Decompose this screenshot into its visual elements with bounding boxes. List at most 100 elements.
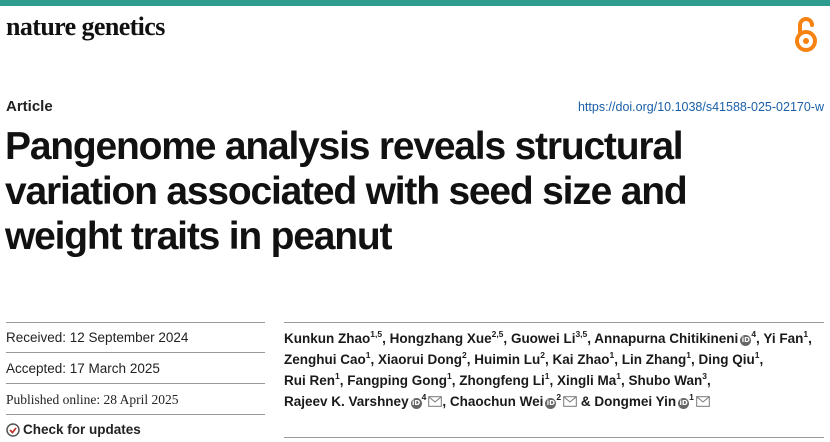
open-access-icon[interactable] [791, 15, 821, 53]
author-name[interactable]: Dongmei Yin iD1 [594, 392, 710, 409]
divider [6, 383, 265, 384]
author-name[interactable]: Zenghui Cao1 [284, 350, 371, 367]
author-name-text: Rajeev K. Varshney [284, 394, 409, 409]
author-name-text: Xiaorui Dong [378, 352, 462, 367]
author-name[interactable]: Ding Qiu1 [698, 350, 760, 367]
check-for-updates-button[interactable]: Check for updates [6, 422, 141, 437]
author-name-text: Huimin Lu [474, 352, 541, 367]
author-name-text: Xingli Ma [556, 373, 617, 388]
author-separator: , [544, 352, 553, 367]
author-separator: , [620, 373, 629, 388]
journal-name[interactable]: nature genetics [6, 12, 165, 41]
email-icon[interactable] [428, 396, 443, 407]
author-name[interactable]: Rajeev K. Varshney iD4 [284, 392, 443, 409]
orcid-icon[interactable]: iD [678, 398, 690, 409]
affiliation-superscript: 1,5 [370, 329, 383, 339]
author-name[interactable]: Annapurna Chitikineni iD4 [594, 329, 757, 346]
author-name[interactable]: Yi Fan1 [763, 329, 809, 346]
affiliation-superscript: 2,5 [491, 329, 504, 339]
title-line: weight traits in peanut [5, 215, 392, 258]
affiliation-superscript: 1 [609, 350, 615, 360]
author-name-text: Zhongfeng Li [459, 373, 545, 388]
author-name-text: Fangping Gong [347, 373, 447, 388]
affiliation-superscript: 1 [544, 371, 550, 381]
author-name[interactable]: Xiaorui Dong2 [378, 350, 467, 367]
author-name-text: Hongzhang Xue [389, 331, 492, 346]
author-separator: , [549, 373, 557, 388]
author-name[interactable]: Xingli Ma1 [556, 371, 621, 388]
author-separator: , [756, 331, 764, 346]
title-line: Pangenome analysis reveals structural [5, 125, 684, 168]
accepted-date: Accepted: 17 March 2025 [6, 361, 160, 376]
author-name-text: Guowei Li [510, 331, 576, 346]
author-name-text: Chaochun Wei [449, 394, 544, 409]
author-separator: , [339, 373, 348, 388]
author-separator: & [577, 394, 595, 409]
title-line: variation associated with seed size and [5, 170, 688, 213]
author-name-text: Shubo Wan [628, 373, 703, 388]
author-separator: , [466, 352, 475, 367]
author-name-text: Yi Fan [763, 331, 804, 346]
orcid-icon[interactable]: iD [410, 398, 422, 409]
affiliation-superscript: 3 [702, 371, 707, 381]
affiliation-superscript: 1 [686, 350, 691, 360]
affiliation-superscript: 3,5 [575, 329, 588, 339]
orcid-icon[interactable]: iD [740, 335, 752, 346]
affiliation-superscript: 2 [462, 350, 467, 360]
author-list: Kunkun Zhao1,5, Hongzhang Xue2,5, Guowei… [284, 328, 824, 412]
author-name[interactable]: Chaochun Wei iD2 [449, 392, 577, 409]
author-name-text: Kai Zhao [552, 352, 610, 367]
author-name[interactable]: Hongzhang Xue2,5 [389, 329, 504, 346]
email-icon[interactable] [563, 396, 577, 407]
author-name-text: Kunkun Zhao [284, 331, 371, 346]
author-name-text: Rui Ren [284, 373, 336, 388]
article-type-label: Article [6, 98, 53, 115]
author-separator: , [706, 373, 711, 388]
author-name-text: Lin Zhang [621, 352, 687, 367]
affiliation-superscript: 1 [803, 329, 809, 339]
author-name[interactable]: Shubo Wan3 [628, 371, 707, 388]
author-separator: , [614, 352, 622, 367]
author-name[interactable]: Rui Ren1 [284, 371, 340, 388]
divider [284, 322, 824, 323]
author-separator: , [691, 352, 699, 367]
orcid-icon[interactable]: iD [545, 398, 557, 409]
author-name[interactable]: Lin Zhang1 [621, 350, 691, 367]
affiliation-superscript: 1 [365, 350, 371, 360]
affiliation-superscript: 1 [689, 392, 694, 402]
author-name[interactable]: Kunkun Zhao1,5 [284, 329, 383, 346]
author-separator: , [382, 331, 390, 346]
author-separator: , [503, 331, 511, 346]
divider [6, 352, 265, 353]
check-for-updates-label: Check for updates [23, 422, 141, 437]
affiliation-superscript: 1 [447, 371, 452, 381]
divider [6, 322, 265, 323]
author-name[interactable]: Fangping Gong1 [347, 371, 452, 388]
author-separator: , [759, 352, 764, 367]
author-name-text: Dongmei Yin [594, 394, 677, 409]
affiliation-superscript: 2 [556, 392, 562, 402]
author-name[interactable]: Kai Zhao1 [552, 350, 615, 367]
author-separator: , [370, 352, 378, 367]
divider [284, 437, 824, 438]
check-for-updates-icon [6, 422, 20, 437]
email-icon[interactable] [696, 396, 710, 407]
author-name-text: Ding Qiu [698, 352, 755, 367]
affiliation-superscript: 1 [754, 350, 760, 360]
doi-link[interactable]: https://doi.org/10.1038/s41588-025-02170… [577, 100, 824, 114]
affiliation-superscript: 4 [751, 329, 757, 339]
affiliation-superscript: 1 [335, 371, 340, 381]
author-separator: , [587, 331, 595, 346]
author-name[interactable]: Huimin Lu2 [474, 350, 545, 367]
journal-accent-bar [0, 0, 830, 6]
author-name[interactable]: Zhongfeng Li1 [459, 371, 550, 388]
published-date: Published online: 28 April 2025 [6, 392, 179, 407]
author-name-text: Annapurna Chitikineni [594, 331, 739, 346]
author-separator: , [808, 331, 812, 346]
affiliation-superscript: 2 [540, 350, 545, 360]
author-name[interactable]: Guowei Li3,5 [510, 329, 588, 346]
affiliation-superscript: 4 [421, 392, 427, 402]
author-name-text: Zenghui Cao [284, 352, 366, 367]
author-separator: , [451, 373, 460, 388]
affiliation-superscript: 1 [616, 371, 621, 381]
